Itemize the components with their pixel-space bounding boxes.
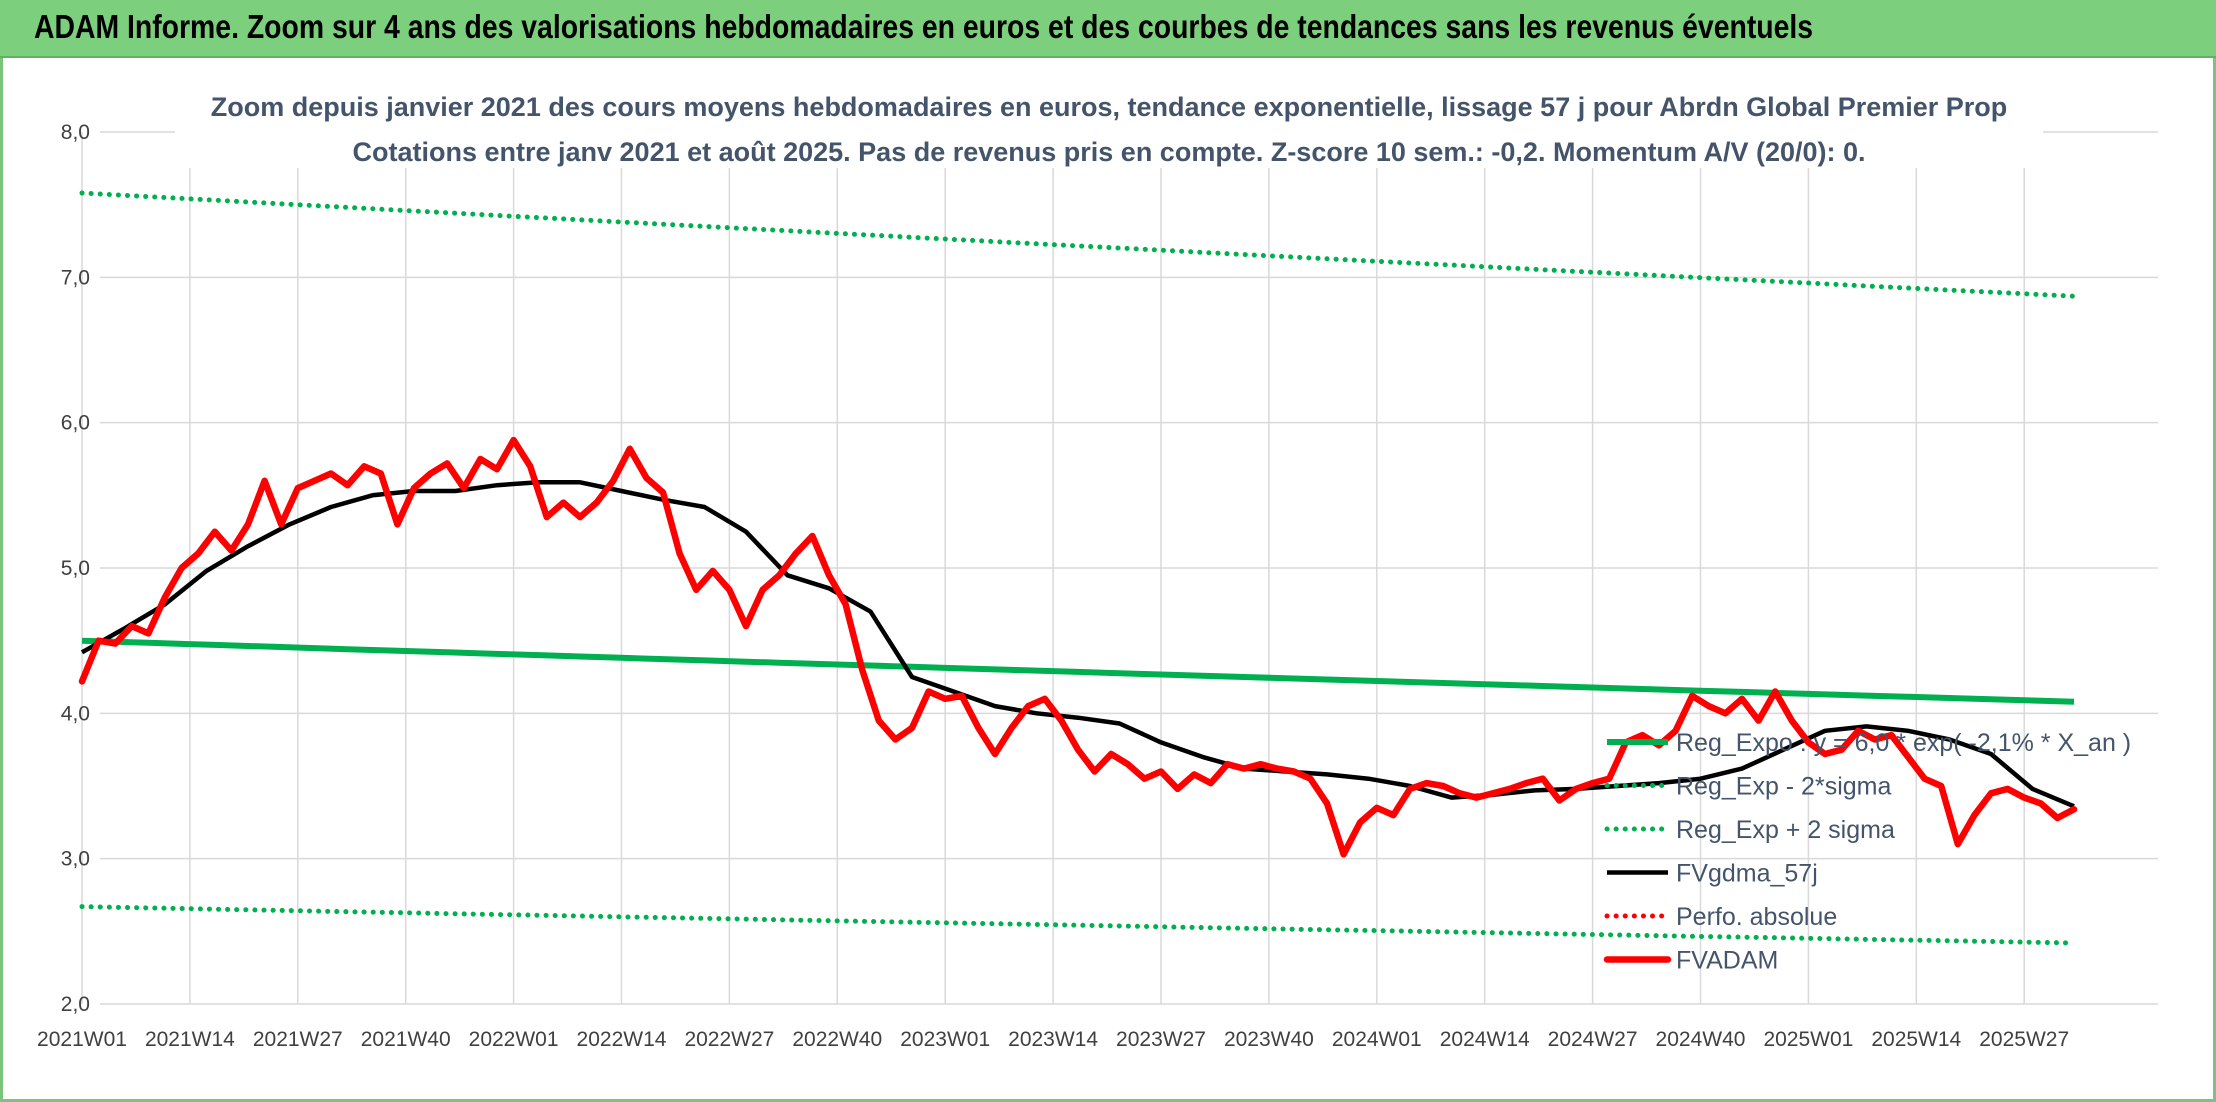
y-tick-label: 3,0: [61, 848, 90, 871]
x-tick-label: 2022W14: [577, 1028, 667, 1051]
x-tick-label: 2021W01: [37, 1028, 127, 1051]
x-tick-label: 2025W27: [1979, 1028, 2069, 1051]
series-line-fvgdma-57j: [80, 480, 2075, 809]
x-tick-label: 2022W27: [684, 1028, 774, 1051]
x-tick-label: 2024W01: [1332, 1028, 1422, 1051]
legend-label: Perfo. absolue: [1676, 903, 1837, 931]
x-tick-label: 2023W14: [1008, 1028, 1098, 1051]
x-tick-label: 2021W27: [253, 1028, 343, 1051]
series-line-fvadam: [78, 436, 2078, 858]
y-tick-label: 5,0: [61, 557, 90, 580]
legend-label: Reg_Exp - 2*sigma: [1676, 773, 1891, 801]
chart-series: [78, 190, 2078, 946]
y-tick-label: 2,0: [61, 993, 90, 1016]
x-tick-label: 2024W40: [1656, 1028, 1746, 1051]
y-axis-ticks: 2,0 3,0 4,0 5,0 6,0 7,0 8,0: [61, 121, 90, 1016]
x-tick-label: 2023W01: [900, 1028, 990, 1051]
legend-label: FVgdma_57j: [1676, 860, 1818, 888]
report-banner: ADAM Informe. Zoom sur 4 ans des valoris…: [0, 0, 2216, 58]
y-tick-label: 6,0: [61, 412, 90, 435]
y-tick-label: 7,0: [61, 266, 90, 289]
x-tick-label: 2023W27: [1116, 1028, 1206, 1051]
x-tick-label: 2023W40: [1224, 1028, 1314, 1051]
series-line-reg-expo-y-6-0-exp-2-1-x-an: [81, 637, 2075, 705]
x-tick-label: 2021W40: [361, 1028, 451, 1051]
x-tick-label: 2021W14: [145, 1028, 235, 1051]
legend-label: Reg_Exp + 2 sigma: [1676, 816, 1895, 844]
chart-title: Zoom depuis janvier 2021 des cours moyen…: [211, 92, 2008, 122]
y-tick-label: 4,0: [61, 702, 90, 725]
chart-legend: Reg_Expo : y = 6,0 * exp( -2,1% * X_an )…: [1603, 729, 2131, 975]
title-background: [175, 76, 2043, 168]
chart-subtitle: Cotations entre janv 2021 et août 2025. …: [352, 137, 1865, 167]
x-tick-label: 2024W27: [1548, 1028, 1638, 1051]
x-tick-label: 2025W01: [1763, 1028, 1853, 1051]
x-tick-label: 2025W14: [1871, 1028, 1961, 1051]
legend-label: Reg_Expo : y = 6,0 * exp( -2,1% * X_an ): [1676, 729, 2131, 757]
x-tick-label: 2022W40: [792, 1028, 882, 1051]
x-axis-ticks: 2021W01 2021W14 2021W27 2021W40 2022W01 2022W…: [37, 1028, 2069, 1051]
x-tick-label: 2022W01: [469, 1028, 559, 1051]
y-tick-label: 8,0: [61, 121, 90, 144]
series-line-reg-exp-2-sigma: [79, 190, 2077, 299]
legend-label: FVADAM: [1676, 947, 1778, 975]
report-title: ADAM Informe. Zoom sur 4 ans des valoris…: [34, 8, 1814, 45]
chart-gridlines: [81, 131, 2158, 1005]
x-tick-label: 2024W14: [1440, 1028, 1530, 1051]
